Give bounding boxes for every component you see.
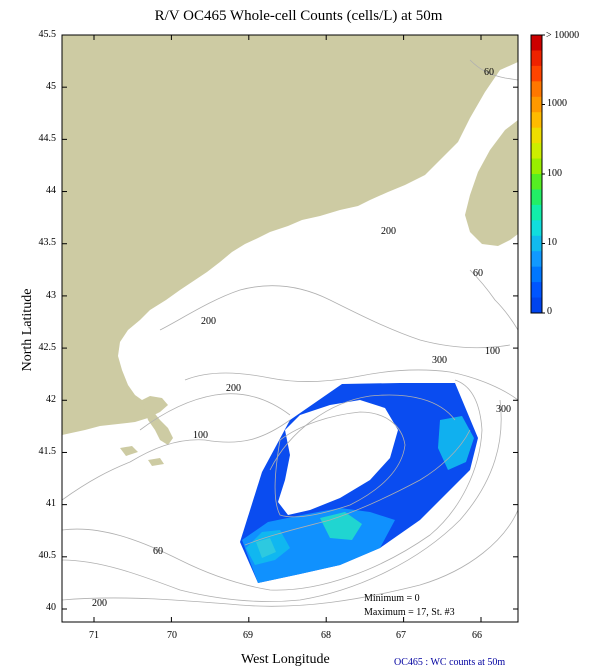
colorbar-swatch (531, 158, 542, 175)
mid-count-patch (438, 416, 474, 470)
contour-line (469, 59, 518, 81)
colorbar-swatch (531, 204, 542, 221)
contour-label: 60 (153, 546, 163, 557)
y-tick-label: 41 (46, 498, 56, 509)
x-tick-label: 69 (243, 630, 253, 641)
colorbar-swatch (531, 96, 542, 113)
x-tick-label: 67 (396, 630, 406, 641)
contour-label: 60 (484, 67, 494, 78)
y-tick-label: 45 (46, 81, 56, 92)
survey-data-region (240, 383, 478, 583)
colorbar-swatch (531, 143, 542, 160)
colorbar-swatch (531, 297, 542, 314)
contour-line (274, 411, 406, 518)
y-tick-label: 42 (46, 394, 56, 405)
colorbar-swatch (531, 235, 542, 252)
contour-line (469, 269, 518, 331)
contour-line (139, 393, 291, 431)
contour-label: 300 (496, 404, 511, 415)
contour-label: 200 (92, 598, 107, 609)
colorbar-label: 100 (547, 168, 562, 179)
georges-bank-gap (278, 400, 398, 515)
map-frame (61, 34, 519, 623)
colorbar-swatch (531, 50, 542, 67)
y-tick-label: 44.5 (38, 133, 57, 144)
contour-label: 100 (485, 346, 500, 357)
colorbar-label: 0 (547, 306, 552, 317)
mid-count-patch (320, 512, 362, 540)
land-mass (62, 35, 518, 435)
maximum-stat: Maximum = 17, St. #3 (364, 607, 455, 618)
colorbar-label: 10 (547, 237, 557, 248)
contour-line (62, 399, 502, 602)
mid-count-patch (256, 538, 276, 558)
colorbar-label: > 10000 (546, 30, 580, 41)
axis-ticks (62, 34, 518, 622)
x-tick-label: 68 (321, 630, 331, 641)
x-tick-label: 70 (167, 630, 177, 641)
colorbar-swatch (531, 65, 542, 82)
contour-label: 200 (201, 316, 216, 327)
y-tick-label: 41.5 (38, 446, 57, 457)
colorbar-swatch (531, 189, 542, 206)
nova-scotia-land (465, 120, 518, 246)
colorbar (531, 35, 542, 314)
colorbar-swatch (531, 174, 542, 190)
colorbar-ticks (542, 34, 545, 314)
contour-line (62, 379, 483, 591)
contour-label: 300 (432, 355, 447, 366)
contour-line (184, 369, 518, 401)
contour-line (269, 394, 456, 471)
contour-line (62, 509, 518, 607)
x-tick-label: 71 (89, 630, 99, 641)
contour-label: 60 (473, 268, 483, 279)
x-axis-label: West Longitude (241, 652, 330, 667)
contour-line (159, 285, 511, 349)
y-tick-label: 43 (46, 290, 56, 301)
contour-label: 100 (193, 430, 208, 441)
x-tick-label: 66 (472, 630, 482, 641)
colorbar-swatch (531, 127, 542, 144)
colorbar-label: 1000 (547, 98, 567, 109)
contour-label: 200 (226, 383, 241, 394)
y-tick-label: 42.5 (38, 342, 57, 353)
contour-line (62, 419, 291, 501)
colorbar-swatch (531, 266, 542, 283)
colorbar-swatch (531, 35, 542, 51)
y-tick-label: 45.5 (38, 29, 57, 40)
colorbar-swatch (531, 220, 542, 237)
contour-line (244, 429, 471, 546)
contour-label: 200 (381, 226, 396, 237)
colorbar-swatch (531, 282, 542, 299)
footer-caption: OC465 : WC counts at 50m (394, 657, 506, 668)
y-tick-label: 40.5 (38, 550, 57, 561)
map-title: R/V OC465 Whole-cell Counts (cells/L) at… (154, 8, 443, 24)
y-tick-label: 43.5 (38, 237, 57, 248)
colorbar-swatch (531, 81, 542, 98)
islands (120, 446, 164, 466)
minimum-stat: Minimum = 0 (364, 593, 420, 604)
y-tick-label: 40 (46, 602, 56, 613)
colorbar-swatch (531, 251, 542, 268)
contour-lines (62, 59, 518, 607)
y-axis-label: North Latitude (20, 288, 35, 372)
cape-cod-land (142, 400, 173, 445)
y-tick-label: 44 (46, 185, 56, 196)
colorbar-swatch (531, 112, 542, 129)
